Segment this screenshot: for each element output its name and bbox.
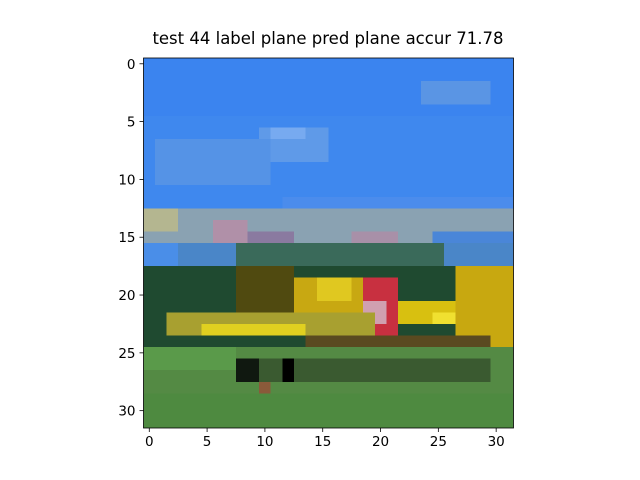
y-tick-label: 0 [127, 57, 136, 73]
axes-frame [143, 57, 514, 429]
y-tick-label: 30 [118, 404, 135, 420]
x-tick-label: 5 [203, 434, 212, 450]
y-tick-label: 10 [118, 172, 135, 188]
x-tick-label: 20 [372, 434, 389, 450]
x-tick-label: 0 [145, 434, 154, 450]
x-tick-label: 10 [256, 434, 273, 450]
y-tick-label: 20 [118, 288, 135, 304]
y-tick-label: 15 [118, 230, 135, 246]
x-tick-label: 30 [488, 434, 505, 450]
chart-title: test 44 label plane pred plane accur 71.… [152, 29, 503, 48]
x-tick-label: 25 [430, 434, 447, 450]
y-tick-label: 25 [118, 346, 135, 362]
y-tick-label: 5 [127, 115, 136, 131]
x-tick-label: 15 [314, 434, 331, 450]
image [143, 58, 514, 428]
